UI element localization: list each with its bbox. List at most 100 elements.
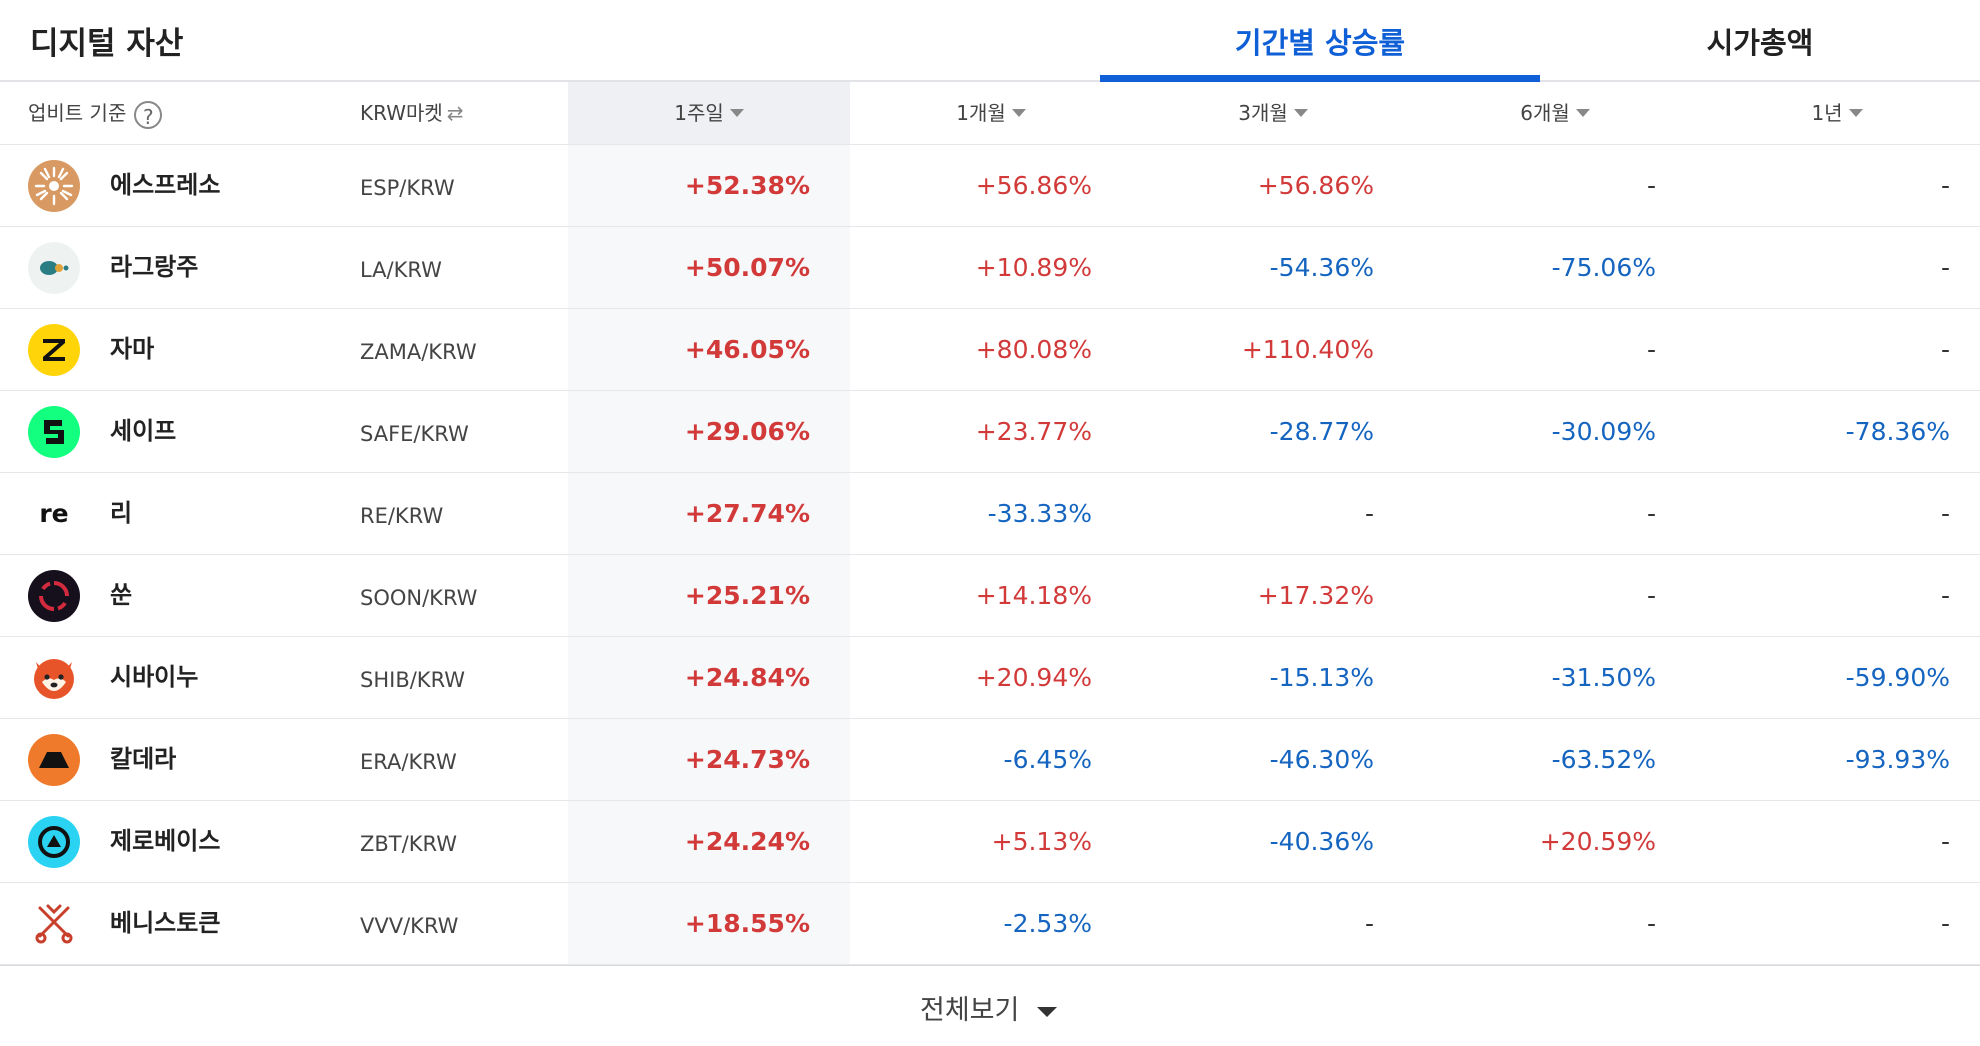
asset-name[interactable]: 세이프	[110, 417, 177, 445]
column-label: 1년	[1811, 101, 1843, 125]
asset-pair: ESP/KRW	[360, 176, 455, 200]
espresso-icon	[28, 160, 80, 212]
change-1year: -93.93%	[1845, 745, 1950, 774]
change-1month: +23.77%	[975, 417, 1092, 446]
caldera-icon	[28, 734, 80, 786]
change-1week: +24.73%	[684, 745, 810, 774]
table-row[interactable]: 라그랑주 LA/KRW +50.07% +10.89% -54.36% -75.…	[0, 227, 1980, 309]
shiba-inu-icon	[28, 652, 80, 704]
asset-name[interactable]: 리	[110, 499, 133, 527]
zerobase-icon	[28, 816, 80, 868]
change-1week: +25.21%	[684, 581, 810, 610]
change-3month: -15.13%	[1269, 663, 1374, 692]
re-logo-text: re	[39, 499, 69, 528]
basis-text: 업비트 기준	[28, 101, 127, 125]
change-1year: -	[1940, 499, 1950, 528]
column-label: 6개월	[1520, 101, 1570, 125]
asset-pair: ZAMA/KRW	[360, 340, 477, 364]
change-6month: -	[1646, 499, 1656, 528]
asset-pair: ERA/KRW	[360, 750, 457, 774]
view-all-button[interactable]: 전체보기	[920, 988, 1058, 1027]
view-all-label: 전체보기	[920, 995, 1020, 1026]
asset-name[interactable]: 시바이누	[110, 663, 199, 691]
tab-period-gain[interactable]: 기간별 상승률	[1234, 26, 1406, 60]
asset-name[interactable]: 에스프레소	[110, 171, 221, 199]
column-header-6month[interactable]: 6개월	[1414, 82, 1696, 144]
change-1month: +20.94%	[975, 663, 1092, 692]
table-row[interactable]: 자마 ZAMA/KRW +46.05% +80.08% +110.40% - -	[0, 309, 1980, 391]
change-1year: -	[1940, 581, 1950, 610]
change-3month: -54.36%	[1269, 253, 1374, 282]
market-label: KRW마켓	[360, 101, 443, 125]
table-row[interactable]: 세이프 SAFE/KRW +29.06% +23.77% -28.77% -30…	[0, 391, 1980, 473]
asset-name[interactable]: 라그랑주	[110, 253, 199, 281]
change-6month: -	[1646, 581, 1656, 610]
change-1month: -2.53%	[1003, 909, 1092, 938]
asset-pair: SOON/KRW	[360, 586, 478, 610]
column-label: 1개월	[956, 101, 1006, 125]
tab-market-cap[interactable]: 시가총액	[1706, 26, 1814, 60]
column-header-3month[interactable]: 3개월	[1132, 82, 1414, 144]
asset-pair: VVV/KRW	[360, 914, 459, 938]
lagrange-icon	[28, 242, 80, 294]
help-icon[interactable]: ?	[134, 100, 163, 129]
change-3month: +17.32%	[1257, 581, 1374, 610]
change-3month: +56.86%	[1257, 171, 1374, 200]
change-1week: +50.07%	[684, 253, 810, 282]
change-1month: +5.13%	[991, 827, 1092, 856]
change-1week: +29.06%	[684, 417, 810, 446]
change-1year: -	[1940, 171, 1950, 200]
change-6month: -75.06%	[1551, 253, 1656, 282]
table-row[interactable]: 쑨 SOON/KRW +25.21% +14.18% +17.32% - -	[0, 555, 1980, 637]
sort-down-icon	[729, 108, 744, 117]
asset-pair: RE/KRW	[360, 504, 444, 528]
change-1month: +10.89%	[975, 253, 1092, 282]
table-row[interactable]: 시바이누 SHIB/KRW +24.84% +20.94% -15.13% -3…	[0, 637, 1980, 719]
zama-icon	[28, 324, 80, 376]
table-row[interactable]: re 리 RE/KRW +27.74% -33.33% - - -	[0, 473, 1980, 555]
column-header-1month[interactable]: 1개월	[850, 82, 1132, 144]
sort-down-icon	[1848, 108, 1863, 117]
change-1month: +56.86%	[975, 171, 1092, 200]
venice-token-icon	[28, 898, 80, 950]
asset-pair: ZBT/KRW	[360, 832, 457, 856]
change-6month: -30.09%	[1551, 417, 1656, 446]
page-header: 디지털 자산 기간별 상승률 시가총액	[0, 0, 1980, 82]
asset-list: 에스프레소 ESP/KRW +52.38% +56.86% +56.86% - …	[0, 145, 1980, 965]
re-icon: re	[28, 488, 80, 540]
column-label: 3개월	[1238, 101, 1288, 125]
table-row[interactable]: 제로베이스 ZBT/KRW +24.24% +5.13% -40.36% +20…	[0, 801, 1980, 883]
change-1week: +24.24%	[684, 827, 810, 856]
change-1week: +18.55%	[684, 909, 810, 938]
change-1month: -33.33%	[987, 499, 1092, 528]
change-1week: +46.05%	[684, 335, 810, 364]
change-1month: +80.08%	[975, 335, 1092, 364]
table-header: 업비트 기준? KRW마켓 ⇄ 1주일 1개월 3개월 6개월 1년	[0, 82, 1980, 145]
column-header-1year[interactable]: 1년	[1696, 82, 1978, 144]
change-1year: -78.36%	[1845, 417, 1950, 446]
change-3month: -	[1364, 499, 1374, 528]
asset-name[interactable]: 제로베이스	[110, 827, 221, 855]
change-6month: -	[1646, 335, 1656, 364]
page-title: 디지털 자산	[30, 26, 184, 62]
column-header-1week[interactable]: 1주일	[568, 82, 850, 144]
table-row[interactable]: 칼데라 ERA/KRW +24.73% -6.45% -46.30% -63.5…	[0, 719, 1980, 801]
asset-pair: LA/KRW	[360, 258, 442, 282]
asset-name[interactable]: 칼데라	[110, 745, 177, 773]
change-1year: -	[1940, 335, 1950, 364]
sort-down-icon	[1011, 108, 1026, 117]
sort-down-icon	[1575, 108, 1590, 117]
asset-name[interactable]: 쑨	[110, 581, 133, 609]
market-toggle[interactable]: KRW마켓 ⇄	[360, 82, 464, 144]
table-row[interactable]: 에스프레소 ESP/KRW +52.38% +56.86% +56.86% - …	[0, 145, 1980, 227]
change-1week: +24.84%	[684, 663, 810, 692]
table-row[interactable]: 베니스토큰 VVV/KRW +18.55% -2.53% - - -	[0, 883, 1980, 965]
table-footer: 전체보기	[0, 965, 1980, 1046]
active-tab-indicator	[1100, 75, 1540, 82]
change-1month: +14.18%	[975, 581, 1092, 610]
asset-pair: SHIB/KRW	[360, 668, 466, 692]
asset-name[interactable]: 베니스토큰	[110, 909, 221, 937]
change-3month: -	[1364, 909, 1374, 938]
asset-name[interactable]: 자마	[110, 335, 155, 363]
asset-pair: SAFE/KRW	[360, 422, 469, 446]
